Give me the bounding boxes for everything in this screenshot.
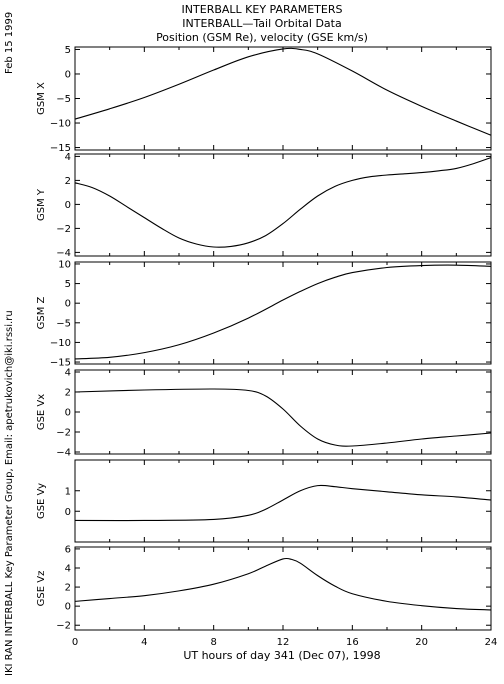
series-line-gse-vz [74, 557, 492, 611]
x-tick-label: 20 [415, 637, 428, 648]
y-tick-label: 2 [65, 176, 71, 187]
y-axis-label: GSM Z [36, 296, 47, 329]
panel-6: 6 4 2 0 −2 GSE Vz [36, 544, 492, 632]
y-tick-label: −10 [50, 119, 71, 130]
y-tick-label: 4 [65, 152, 71, 163]
y-tick-label: 1 [65, 486, 71, 497]
panel-frame [74, 153, 492, 257]
y-axis-label: GSE Vx [36, 394, 47, 430]
panel-1: 5 0 −5 −10 −15 GSM X [36, 45, 492, 154]
panel-frame [74, 261, 492, 365]
y-tick-label: −2 [56, 621, 71, 632]
series-line-gsm-x [74, 47, 492, 136]
x-tick-label: 0 [72, 637, 78, 648]
y-axis-label: GSM X [36, 82, 47, 115]
y-axis-label: GSM Y [36, 188, 47, 221]
series-line-gsm-y [74, 157, 492, 248]
y-tick-label: 0 [65, 299, 71, 310]
series-line-gse-vx [74, 388, 492, 447]
y-tick-label: 0 [65, 69, 71, 80]
chart-title-line-1: INTERBALL KEY PARAMETERS [182, 3, 343, 16]
chart-title-line-2: INTERBALL—Tail Orbital Data [182, 17, 341, 30]
y-tick-label: −15 [50, 358, 71, 369]
y-tick-label: 0 [65, 507, 71, 518]
y-tick-label: −4 [56, 248, 71, 259]
series-line-gsm-z [74, 264, 492, 360]
panel-4: 4 2 0 −2 −4 GSE Vx [36, 368, 492, 459]
y-tick-label: 0 [65, 602, 71, 613]
y-tick-label: 4 [65, 563, 71, 574]
panel-frame [74, 369, 492, 455]
y-tick-label: 0 [65, 408, 71, 419]
x-tick-label: 24 [485, 637, 498, 648]
panel-3: 10 5 0 −5 −10 −15 GSM Z [36, 259, 492, 369]
y-axis-label: GSE Vz [36, 571, 47, 607]
y-tick-label: 6 [65, 544, 71, 555]
y-tick-label: 2 [65, 583, 71, 594]
y-tick-label: −5 [56, 318, 71, 329]
x-tick-label: 16 [346, 637, 359, 648]
y-tick-label: −2 [56, 428, 71, 439]
y-tick-label: −4 [56, 448, 71, 459]
y-tick-label: 0 [65, 200, 71, 211]
y-tick-label: 5 [65, 279, 71, 290]
x-tick-label: 12 [277, 637, 290, 648]
y-tick-label: −15 [50, 143, 71, 154]
y-tick-label: 10 [58, 259, 71, 270]
x-tick-label: 4 [141, 637, 147, 648]
panel-2: 4 2 0 −2 −4 GSM Y [36, 152, 492, 259]
credit-label: IKI RAN INTERBALL Key Parameter Group, E… [4, 310, 15, 676]
chart-title-line-3: Position (GSM Re), velocity (GSE km/s) [156, 31, 368, 44]
y-tick-label: −5 [56, 94, 71, 105]
y-tick-label: 4 [65, 368, 71, 379]
x-tick-label: 8 [210, 637, 216, 648]
y-axis-label: GSE Vy [36, 483, 47, 519]
series-line-gse-vy [74, 484, 492, 522]
x-axis-label: UT hours of day 341 (Dec 07), 1998 [183, 649, 380, 662]
date-label: Feb 15 1999 [4, 12, 15, 74]
y-tick-label: −10 [50, 338, 71, 349]
panel-5: 0 1 GSE Vy [36, 459, 492, 543]
panel-frame [74, 46, 492, 151]
y-tick-label: 5 [65, 45, 71, 56]
y-tick-label: 2 [65, 388, 71, 399]
panel-frame [74, 459, 492, 543]
y-tick-label: −2 [56, 224, 71, 235]
